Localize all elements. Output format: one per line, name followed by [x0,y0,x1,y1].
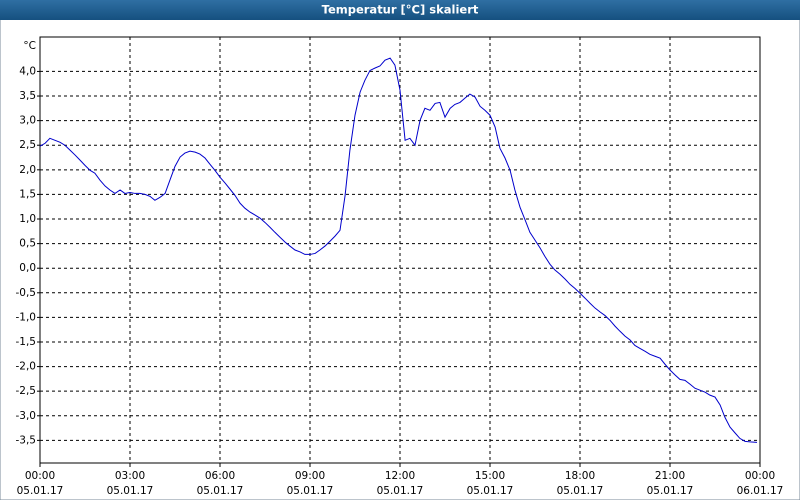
y-tick-label: 1,0 [19,213,36,225]
x-tick-label: 12:00 [385,470,415,482]
y-tick-label: -2,5 [16,385,37,397]
x-tick-date: 05.01.17 [287,485,334,497]
x-tick-label: 21:00 [655,470,685,482]
x-tick-label: 03:00 [115,470,145,482]
title-bar [0,0,800,20]
y-tick-label: 3,0 [19,115,36,127]
x-tick-date: 05.01.17 [17,485,64,497]
chart-title: Temperatur [°C] skaliert [322,3,479,17]
x-tick-date: 05.01.17 [647,485,694,497]
y-tick-label: -3,0 [16,410,37,422]
y-tick-label: 0,5 [19,238,36,250]
y-tick-label: -2,0 [16,361,37,373]
y-axis-unit: °C [23,40,36,52]
y-tick-label: -3,5 [16,434,37,446]
x-tick-label: 15:00 [475,470,505,482]
x-tick-label: 00:00 [745,470,775,482]
x-tick-date: 05.01.17 [467,485,514,497]
y-tick-label: -0,5 [16,287,37,299]
x-tick-label: 09:00 [295,470,325,482]
x-tick-date: 05.01.17 [377,485,424,497]
y-tick-label: 4,0 [19,65,36,77]
x-tick-label: 18:00 [565,470,595,482]
temperature-line [39,57,758,443]
y-tick-label: 3,5 [19,90,36,102]
y-tick-label: 2,5 [19,139,36,151]
x-tick-date: 05.01.17 [107,485,154,497]
ticks: 4,0 3,5 3,0 2,5 2,0 1,5 1,0 0,5 0,0 -0,5 -1,0 -1,5 -… [16,65,784,497]
x-tick-date: 06.01.17 [737,485,784,497]
y-tick-label: -1,5 [16,336,37,348]
y-tick-label: 1,5 [19,188,36,200]
x-tick-label: 06:00 [205,470,235,482]
y-tick-label: -1,0 [16,311,37,323]
x-tick-date: 05.01.17 [557,485,604,497]
x-tick-label: 00:00 [25,470,55,482]
x-tick-date: 05.01.17 [197,485,244,497]
grid [39,37,761,463]
y-tick-label: 2,0 [19,164,36,176]
y-tick-label: 0,0 [19,262,36,274]
